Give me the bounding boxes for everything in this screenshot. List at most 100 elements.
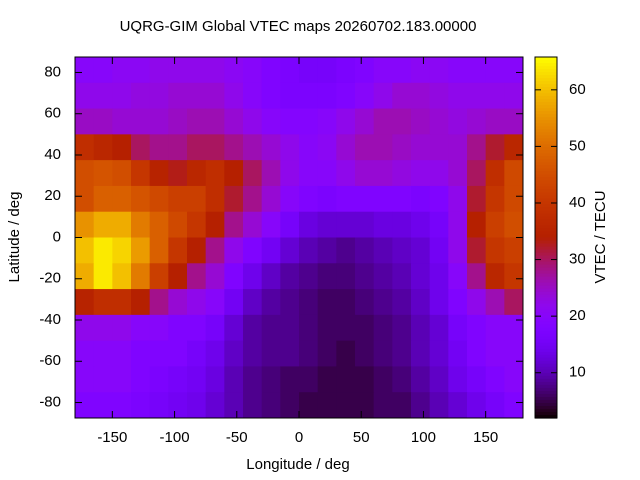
colorbar-label: VTEC / TECU xyxy=(592,190,609,283)
heat-cell xyxy=(504,134,524,161)
heat-cell xyxy=(187,237,207,264)
heat-cell xyxy=(392,237,412,264)
colorbar-step xyxy=(535,360,557,365)
heat-cell xyxy=(224,366,244,393)
colorbar-tick-label: 40 xyxy=(569,194,586,211)
heat-cell xyxy=(112,211,132,238)
heat-cell xyxy=(336,134,356,161)
heat-cell xyxy=(392,392,412,419)
colorbar-step xyxy=(535,69,557,73)
heat-cell xyxy=(224,185,244,213)
heat-cell xyxy=(261,108,281,135)
heat-cell xyxy=(187,134,207,161)
heat-cell xyxy=(224,211,244,238)
heat-cell xyxy=(373,82,393,110)
colorbar-step xyxy=(535,372,557,377)
heat-cell xyxy=(112,263,132,290)
heat-cell xyxy=(355,57,375,84)
heat-cell xyxy=(448,289,468,316)
heat-cell xyxy=(411,366,431,393)
heat-cell xyxy=(93,160,113,187)
heat-cell xyxy=(131,314,151,342)
heat-cell xyxy=(317,392,337,419)
heat-cell xyxy=(317,237,337,264)
colorbar-step xyxy=(535,375,557,380)
heat-cell xyxy=(168,237,188,264)
heat-cell xyxy=(75,392,95,419)
heat-cell xyxy=(261,289,281,316)
heat-cell xyxy=(112,366,132,393)
colorbar-step xyxy=(535,369,557,374)
heat-cell xyxy=(149,57,169,84)
heat-cell xyxy=(448,211,468,238)
heat-cell xyxy=(93,82,113,110)
heat-cell xyxy=(149,160,169,187)
heat-cell xyxy=(280,237,300,264)
heat-cell xyxy=(261,160,281,187)
colorbar-step xyxy=(535,327,557,332)
colorbar-step xyxy=(535,174,557,178)
colorbar-step xyxy=(535,240,557,245)
heat-cell xyxy=(93,185,113,213)
heat-cell xyxy=(131,160,151,187)
heat-cell xyxy=(168,211,188,238)
colorbar-step xyxy=(535,93,557,97)
heat-cell xyxy=(392,134,412,161)
heat-cell xyxy=(261,392,281,419)
heat-cell xyxy=(75,82,95,110)
y-tick-label: 80 xyxy=(44,63,61,80)
heat-cell xyxy=(261,237,281,264)
heat-cell xyxy=(504,340,524,367)
heat-cell xyxy=(93,366,113,393)
colorbar-step xyxy=(535,321,557,326)
heat-cell xyxy=(205,134,225,161)
heat-cell xyxy=(112,185,132,213)
heat-cell xyxy=(317,366,337,393)
heat-cell xyxy=(280,57,300,84)
y-tick-label: -40 xyxy=(39,311,61,328)
heat-cell xyxy=(131,237,151,264)
heat-cell xyxy=(187,160,207,187)
heat-cell xyxy=(75,289,95,316)
colorbar-step xyxy=(535,243,557,248)
y-tick-label: -60 xyxy=(39,352,61,369)
heat-cell xyxy=(336,314,356,342)
colorbar-step xyxy=(535,357,557,362)
colorbar-step xyxy=(535,228,557,233)
heat-cell xyxy=(75,185,95,213)
heat-cell xyxy=(205,185,225,213)
heat-cell xyxy=(168,289,188,316)
heat-cell xyxy=(168,263,188,290)
colorbar-step xyxy=(535,66,557,70)
heat-cell xyxy=(261,211,281,238)
heat-cell xyxy=(485,108,505,135)
x-tick-label: -50 xyxy=(226,429,248,446)
heat-cell xyxy=(168,108,188,135)
heat-cell xyxy=(336,57,356,84)
colorbar-step xyxy=(535,285,557,290)
heat-cell xyxy=(504,366,524,393)
heat-cell xyxy=(373,340,393,367)
heat-cell xyxy=(467,340,487,367)
heat-cell xyxy=(448,185,468,213)
heat-cell xyxy=(429,160,449,187)
heat-cell xyxy=(317,314,337,342)
heat-cell xyxy=(149,263,169,290)
heat-cell xyxy=(280,108,300,135)
colorbar-step xyxy=(535,246,557,251)
heat-cell xyxy=(429,263,449,290)
heat-cell xyxy=(224,134,244,161)
heat-cell xyxy=(187,211,207,238)
heat-cell xyxy=(280,314,300,342)
heat-cell xyxy=(299,314,319,342)
colorbar-step xyxy=(535,309,557,314)
heat-cell xyxy=(467,211,487,238)
heat-cell xyxy=(243,314,263,342)
heat-cell xyxy=(355,185,375,213)
heat-cell xyxy=(93,340,113,367)
heat-cell xyxy=(429,82,449,110)
heat-cell xyxy=(75,211,95,238)
heat-cell xyxy=(112,289,132,316)
colorbar-step xyxy=(535,267,557,272)
colorbar-step xyxy=(535,90,557,94)
